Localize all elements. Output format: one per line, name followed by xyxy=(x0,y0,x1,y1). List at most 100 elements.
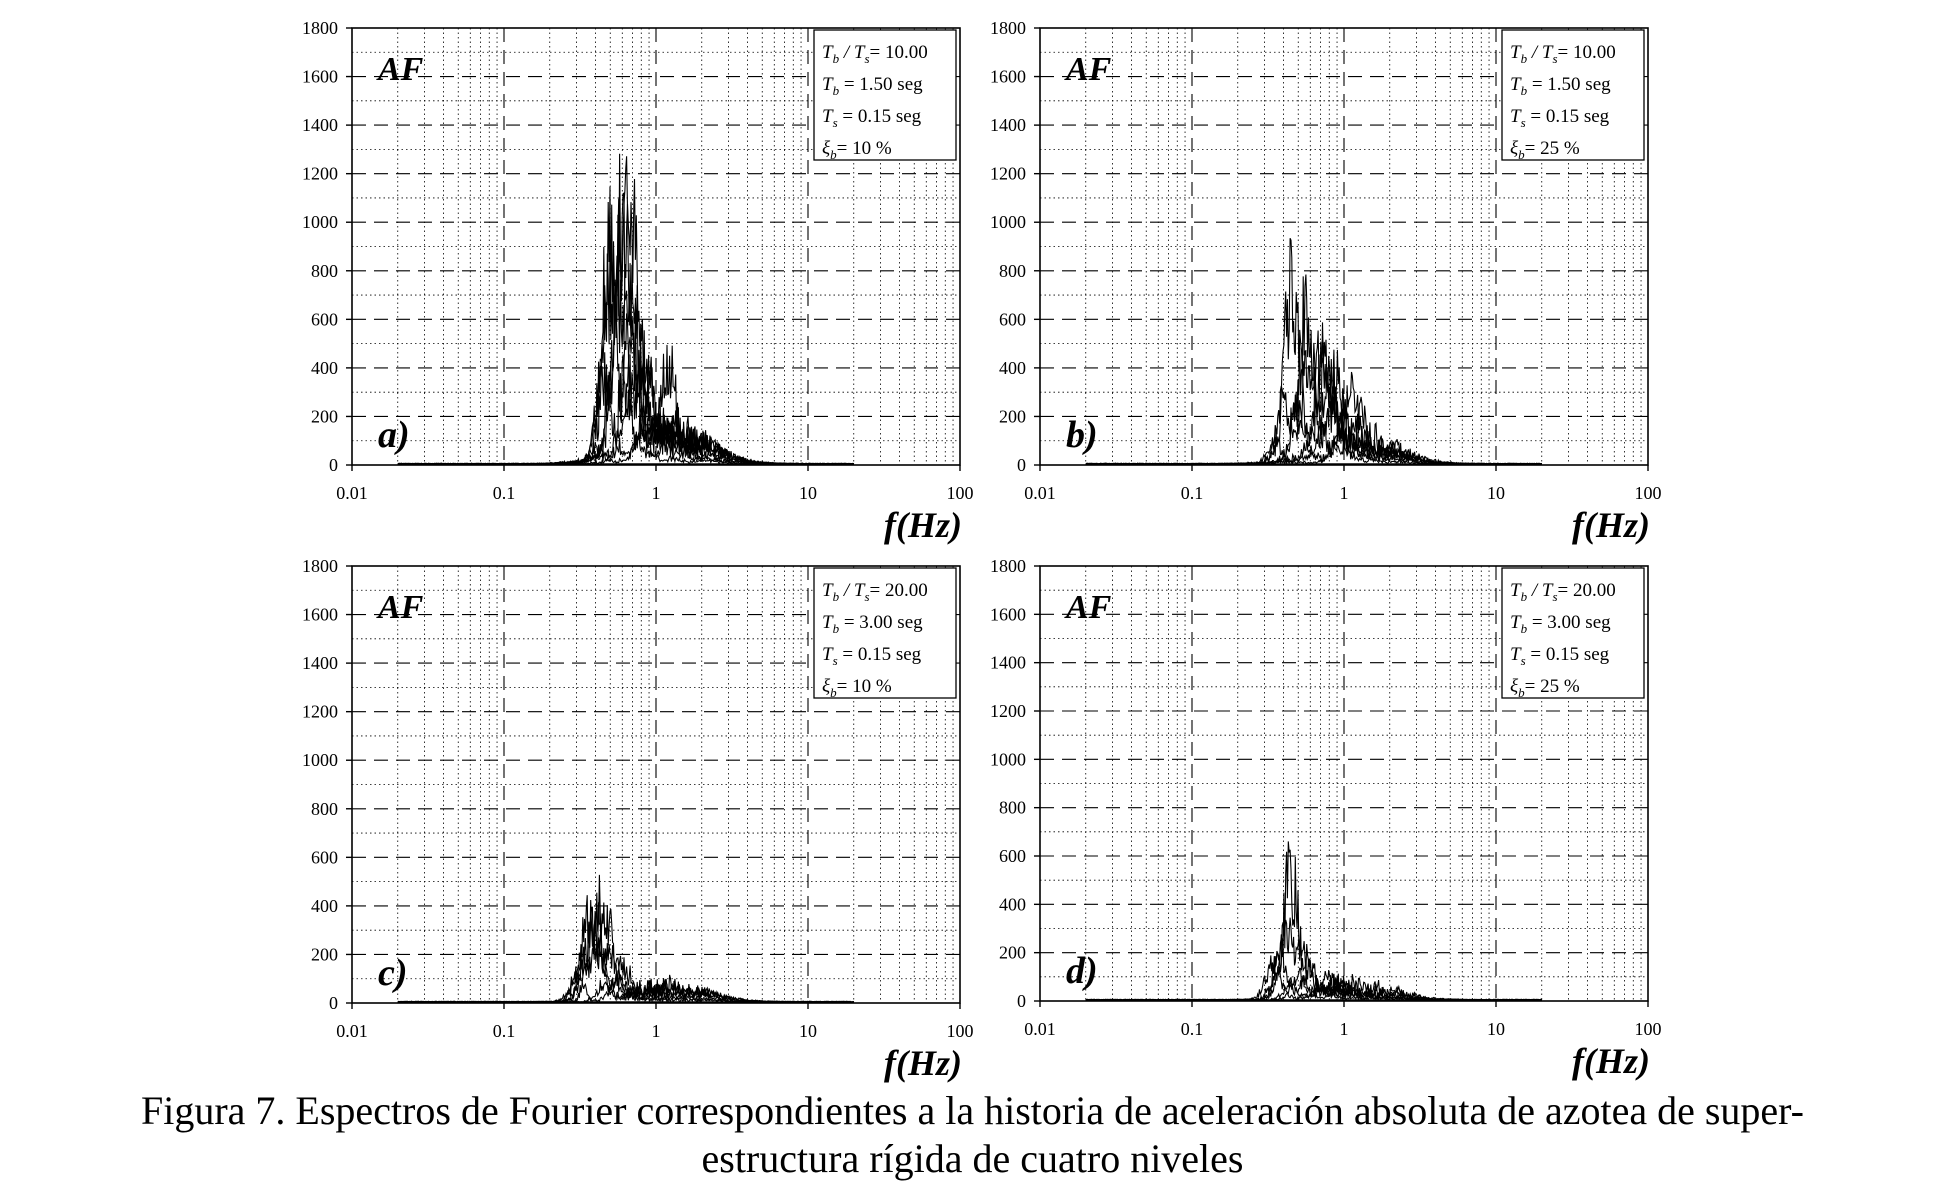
y-tick-label: 1800 xyxy=(990,556,1026,576)
legend-entry: Ts = 0.15 seg xyxy=(822,644,922,668)
y-tick-label: 1200 xyxy=(990,701,1026,721)
y-tick-label: 1000 xyxy=(302,212,338,232)
legend-entry: Tb = 3.00 seg xyxy=(1510,612,1611,636)
x-tick-label: 0.01 xyxy=(336,483,368,503)
legend-entry: Ts = 0.15 seg xyxy=(822,106,922,130)
y-tick-label: 200 xyxy=(999,406,1026,426)
x-axis-label: f(Hz) xyxy=(884,1043,962,1083)
corner-label: AF xyxy=(1064,589,1112,626)
panel-label: a) xyxy=(378,414,410,456)
y-tick-label: 1400 xyxy=(302,653,338,673)
y-tick-label: 1600 xyxy=(990,67,1026,87)
y-tick-label: 800 xyxy=(999,798,1026,818)
x-tick-label: 100 xyxy=(947,483,974,503)
spectrum-line xyxy=(397,156,854,465)
y-tick-label: 0 xyxy=(1017,991,1026,1011)
y-tick-label: 400 xyxy=(999,358,1026,378)
legend-entry: Ts = 0.15 seg xyxy=(1510,644,1610,668)
spectra xyxy=(397,874,855,1004)
chart-panel-1: 0 200 400 600 800 1000 1200 1400 1600 1800 0.01 0.1… xyxy=(302,18,974,545)
x-tick-label: 0.1 xyxy=(1181,483,1204,503)
legend-entry: Tb / Ts= 20.00 xyxy=(822,580,928,604)
x-tick-label: 1 xyxy=(652,483,661,503)
figure-caption-line-1: Figura 7. Espectros de Fourier correspon… xyxy=(141,1088,1804,1133)
y-tick-label: 1000 xyxy=(302,750,338,770)
y-tick-label: 400 xyxy=(999,894,1026,914)
figure-caption-line-2: estructura rígida de cuatro niveles xyxy=(701,1136,1244,1181)
legend-entry: Tb / Ts= 20.00 xyxy=(1510,580,1616,604)
y-tick-label: 1800 xyxy=(990,18,1026,38)
y-tick-label: 1400 xyxy=(990,653,1026,673)
x-tick-label: 100 xyxy=(947,1021,974,1041)
panel-label: c) xyxy=(378,952,408,994)
chart-panel-4: 0 200 400 600 800 1000 1200 1400 1600 1800 0.01 0.1… xyxy=(990,556,1662,1081)
x-tick-label: 10 xyxy=(799,1021,817,1041)
x-tick-label: 1 xyxy=(1340,1019,1349,1039)
y-tick-label: 1200 xyxy=(990,164,1026,184)
spectrum-line xyxy=(397,895,855,1004)
legend: Tb / Ts= 10.00 Tb = 1.50 seg Ts = 0.15 seg… xyxy=(813,29,957,162)
x-axis-label: f(Hz) xyxy=(1572,1041,1650,1081)
legend-entry: ξb= 25 % xyxy=(1510,138,1580,162)
legend: Tb / Ts= 20.00 Tb = 3.00 seg Ts = 0.15 seg… xyxy=(1501,567,1645,700)
chart-panel-2: 0 200 400 600 800 1000 1200 1400 1600 1800 0.01 0.1… xyxy=(990,18,1662,545)
x-axis-label: f(Hz) xyxy=(1572,505,1650,545)
chart-panel-3: 0 200 400 600 800 1000 1200 1400 1600 1800 0.01 0.1… xyxy=(302,556,974,1083)
y-tick-label: 600 xyxy=(311,309,338,329)
y-tick-label: 1000 xyxy=(990,212,1026,232)
y-tick-label: 400 xyxy=(311,358,338,378)
legend-entry: Tb = 1.50 seg xyxy=(822,74,923,98)
panel-label: b) xyxy=(1066,414,1098,456)
x-tick-label: 0.01 xyxy=(336,1021,368,1041)
legend-entry: ξb= 10 % xyxy=(822,138,892,162)
legend-entry: Tb = 3.00 seg xyxy=(822,612,923,636)
y-tick-label: 800 xyxy=(999,261,1026,281)
y-tick-label: 800 xyxy=(311,261,338,281)
y-tick-label: 1800 xyxy=(302,18,338,38)
legend-entry: Tb / Ts= 10.00 xyxy=(1510,42,1616,66)
y-tick-label: 1200 xyxy=(302,702,338,722)
corner-label: AF xyxy=(376,589,424,626)
x-tick-label: 1 xyxy=(1340,483,1349,503)
spectra xyxy=(1085,841,1543,1002)
x-tick-label: 10 xyxy=(1487,1019,1505,1039)
y-tick-label: 200 xyxy=(311,944,338,964)
legend-box xyxy=(813,29,957,161)
y-tick-label: 1000 xyxy=(990,749,1026,769)
x-tick-label: 10 xyxy=(1487,483,1505,503)
x-tick-label: 0.1 xyxy=(1181,1019,1204,1039)
legend-box xyxy=(813,567,957,699)
legend-entry: ξb= 10 % xyxy=(822,676,892,700)
legend: Tb / Ts= 20.00 Tb = 3.00 seg Ts = 0.15 seg… xyxy=(813,567,957,700)
panel-label: d) xyxy=(1066,950,1098,992)
corner-label: AF xyxy=(376,51,424,88)
legend-box xyxy=(1501,567,1645,699)
legend-entry: Ts = 0.15 seg xyxy=(1510,106,1610,130)
x-tick-label: 100 xyxy=(1635,1019,1662,1039)
spectrum-line xyxy=(397,153,854,465)
y-tick-label: 800 xyxy=(311,799,338,819)
y-tick-label: 1600 xyxy=(302,605,338,625)
spectrum-line xyxy=(1085,917,1542,1002)
y-tick-label: 0 xyxy=(329,455,338,475)
spectra xyxy=(1085,237,1543,466)
y-tick-label: 200 xyxy=(999,943,1026,963)
x-tick-label: 100 xyxy=(1635,483,1662,503)
y-tick-label: 1800 xyxy=(302,556,338,576)
x-tick-label: 0.1 xyxy=(493,1021,516,1041)
x-tick-label: 10 xyxy=(799,483,817,503)
y-tick-label: 1600 xyxy=(990,604,1026,624)
legend-entry: ξb= 25 % xyxy=(1510,676,1580,700)
y-tick-label: 600 xyxy=(999,309,1026,329)
y-tick-label: 1200 xyxy=(302,164,338,184)
x-tick-label: 0.01 xyxy=(1024,483,1056,503)
legend-entry: Tb = 1.50 seg xyxy=(1510,74,1611,98)
y-tick-label: 0 xyxy=(329,993,338,1013)
y-tick-label: 200 xyxy=(311,406,338,426)
y-tick-label: 400 xyxy=(311,896,338,916)
spectrum-line xyxy=(397,418,854,466)
y-tick-label: 1600 xyxy=(302,67,338,87)
y-tick-label: 1400 xyxy=(990,115,1026,135)
y-tick-label: 600 xyxy=(999,846,1026,866)
